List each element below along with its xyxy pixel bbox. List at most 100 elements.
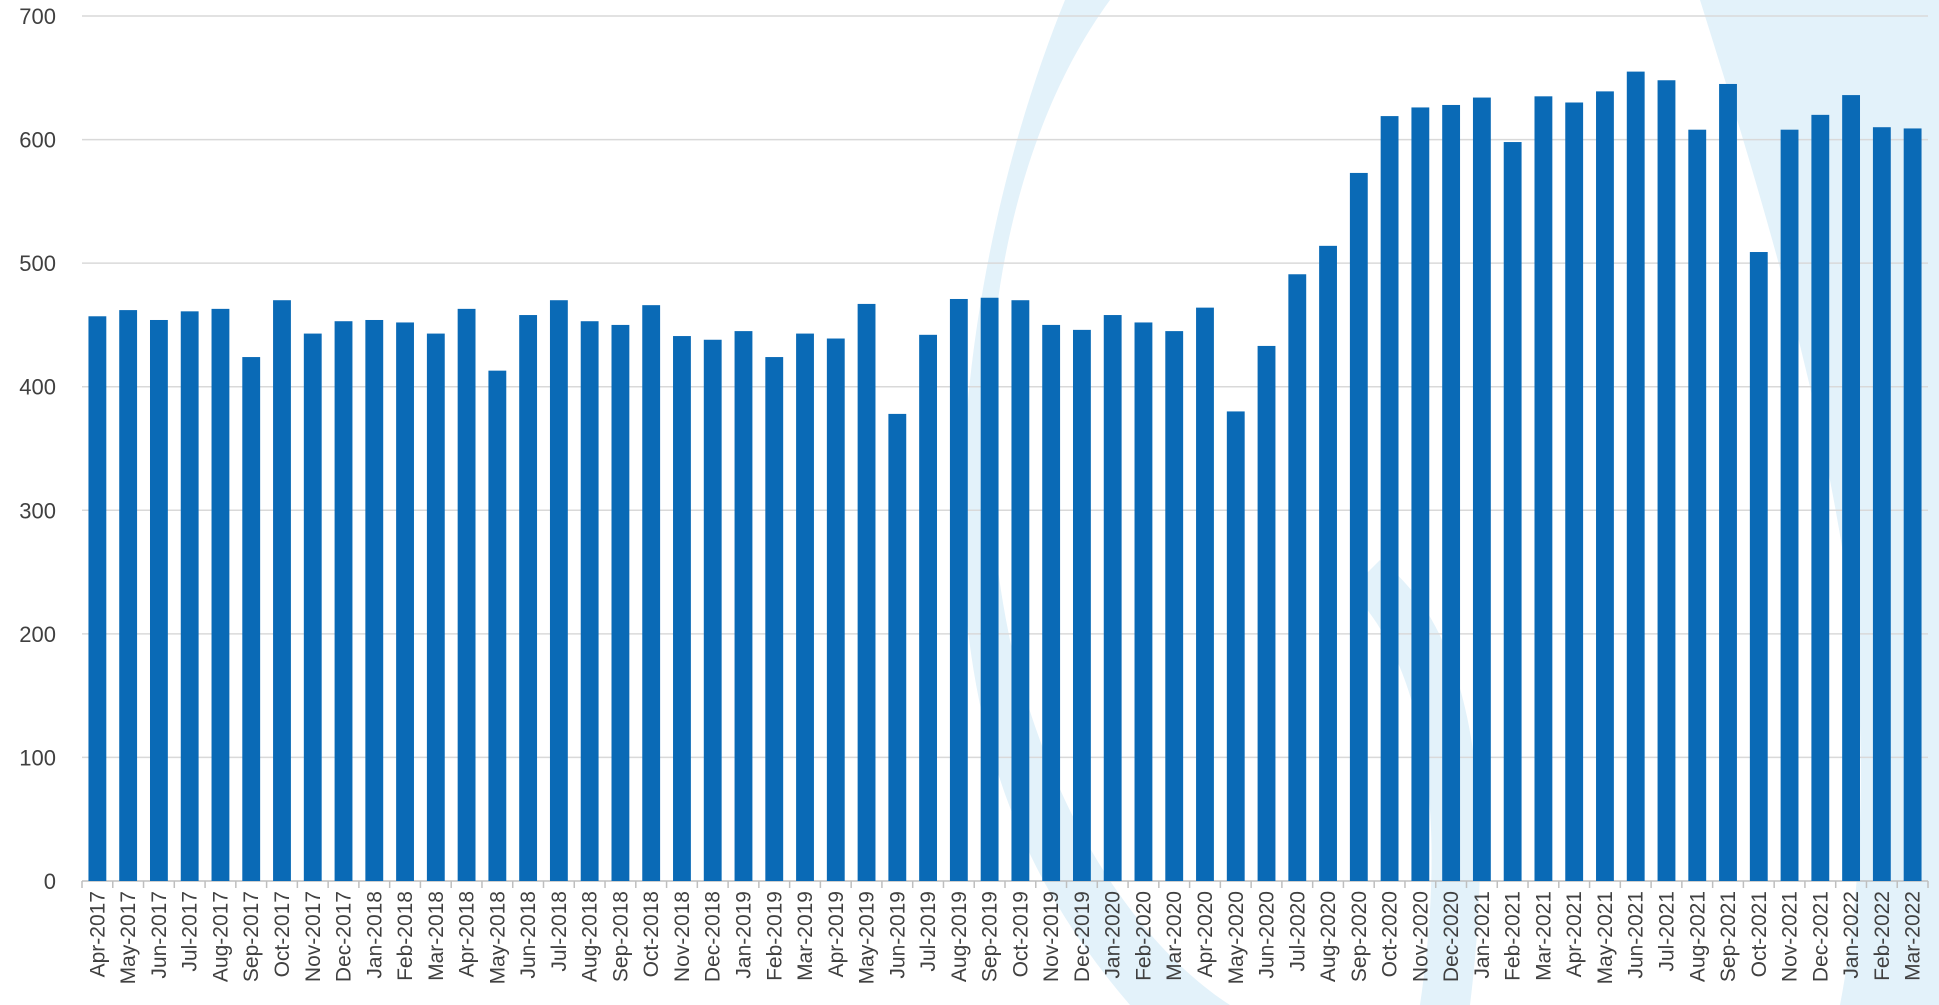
x-tick-label: Jan-2022 bbox=[1840, 891, 1863, 979]
x-tick-label: Aug-2020 bbox=[1317, 891, 1340, 982]
bar bbox=[1749, 252, 1768, 881]
x-tick-label: Jan-2018 bbox=[363, 891, 386, 979]
x-tick-label: Feb-2019 bbox=[763, 891, 786, 981]
x-tick-label: Oct-2019 bbox=[1009, 891, 1032, 977]
bar bbox=[1626, 71, 1645, 882]
x-tick-label: Apr-2021 bbox=[1563, 891, 1586, 977]
x-tick-label: Nov-2017 bbox=[302, 891, 325, 982]
x-tick-label: Feb-2020 bbox=[1132, 891, 1155, 981]
bar bbox=[765, 357, 784, 881]
x-tick-label: May-2017 bbox=[117, 891, 140, 984]
x-tick-label: Aug-2017 bbox=[209, 891, 232, 982]
bar bbox=[580, 321, 599, 881]
bar bbox=[1442, 104, 1461, 881]
bar bbox=[1534, 96, 1553, 882]
x-tick-label: Dec-2018 bbox=[702, 891, 725, 982]
bar bbox=[149, 319, 168, 881]
x-tick-label: Mar-2019 bbox=[794, 891, 817, 981]
bar bbox=[1196, 307, 1214, 882]
bar bbox=[949, 298, 968, 881]
x-tick-label: Nov-2020 bbox=[1409, 891, 1432, 982]
bar bbox=[519, 315, 538, 881]
x-tick-label: Feb-2018 bbox=[394, 891, 417, 981]
x-tick-label: Jan-2020 bbox=[1102, 891, 1125, 979]
x-tick-label: May-2020 bbox=[1225, 891, 1248, 984]
bar bbox=[426, 333, 445, 881]
bar-series bbox=[88, 71, 1922, 882]
x-tick-label: Apr-2018 bbox=[456, 891, 479, 977]
bar bbox=[857, 303, 876, 882]
x-tick-label: Aug-2019 bbox=[948, 891, 971, 982]
x-tick-label: Aug-2021 bbox=[1686, 891, 1709, 982]
y-axis: 0 100 200 300 400 500 600 700 bbox=[19, 4, 56, 894]
bar bbox=[796, 333, 814, 881]
x-tick-label: Jul-2017 bbox=[179, 891, 202, 972]
bar bbox=[549, 300, 568, 881]
bar bbox=[1472, 97, 1491, 882]
bar bbox=[180, 311, 199, 882]
x-tick-label: Dec-2020 bbox=[1440, 891, 1463, 982]
x-tick-label: Jun-2021 bbox=[1625, 891, 1648, 979]
y-tick-label: 700 bbox=[19, 4, 56, 29]
x-tick-label: Oct-2021 bbox=[1748, 891, 1771, 977]
x-tick-label: Jun-2019 bbox=[886, 891, 909, 979]
bar bbox=[1134, 322, 1153, 881]
y-tick-label: 100 bbox=[19, 745, 56, 770]
bar bbox=[334, 321, 353, 881]
x-tick-label: Oct-2017 bbox=[271, 891, 294, 977]
bar bbox=[1380, 116, 1399, 882]
bar bbox=[1811, 114, 1830, 882]
bar bbox=[1719, 83, 1737, 881]
bar bbox=[642, 305, 661, 882]
bar bbox=[1165, 331, 1184, 881]
bar bbox=[1072, 329, 1091, 881]
x-tick-label: Jun-2020 bbox=[1256, 891, 1279, 979]
x-tick-label: Jun-2017 bbox=[148, 891, 171, 979]
x-tick-label: Mar-2022 bbox=[1902, 891, 1925, 981]
x-tick-label: Apr-2020 bbox=[1194, 891, 1217, 977]
x-tick-label: Mar-2021 bbox=[1532, 891, 1555, 981]
bar bbox=[1872, 127, 1891, 881]
bar bbox=[1842, 95, 1861, 882]
bar bbox=[211, 308, 230, 882]
x-tick-label: Jul-2019 bbox=[917, 891, 940, 972]
bar bbox=[1503, 142, 1522, 882]
bar bbox=[457, 308, 476, 882]
bar bbox=[1688, 129, 1707, 881]
bar bbox=[1257, 345, 1276, 882]
x-tick-label: Jul-2018 bbox=[548, 891, 571, 972]
y-tick-label: 0 bbox=[44, 869, 56, 894]
x-tick-label: Apr-2019 bbox=[825, 891, 848, 977]
bar bbox=[1226, 411, 1245, 881]
bar bbox=[1903, 128, 1922, 881]
bar bbox=[1565, 102, 1584, 881]
y-tick-label: 300 bbox=[19, 498, 56, 523]
bar bbox=[673, 336, 691, 881]
bar bbox=[365, 319, 384, 881]
bar bbox=[1780, 129, 1799, 881]
y-tick-label: 200 bbox=[19, 622, 56, 647]
x-tick-label: May-2021 bbox=[1594, 891, 1617, 984]
x-tick-label: Nov-2019 bbox=[1040, 891, 1063, 982]
bar bbox=[980, 297, 999, 881]
x-tick-label: Nov-2018 bbox=[671, 891, 694, 982]
bar bbox=[88, 316, 107, 881]
bar bbox=[703, 339, 722, 881]
bar bbox=[396, 322, 414, 881]
bar bbox=[303, 333, 322, 881]
bar bbox=[1011, 300, 1030, 881]
x-tick-label: Oct-2020 bbox=[1379, 891, 1402, 977]
x-axis: Apr-2017 May-2017 Jun-2017 Jul-2017 Aug-2017… bbox=[81, 881, 1929, 984]
bar bbox=[1411, 107, 1430, 881]
bar bbox=[119, 310, 138, 882]
y-tick-label: 600 bbox=[19, 128, 56, 153]
bar bbox=[242, 357, 261, 881]
x-tick-label: Jan-2021 bbox=[1471, 891, 1494, 979]
bar bbox=[919, 334, 938, 881]
x-tick-label: Mar-2018 bbox=[425, 891, 448, 981]
x-tick-label: Oct-2018 bbox=[640, 891, 663, 977]
x-tick-label: Sep-2020 bbox=[1348, 891, 1371, 982]
x-tick-label: Feb-2021 bbox=[1502, 891, 1525, 981]
y-tick-label: 400 bbox=[19, 375, 56, 400]
